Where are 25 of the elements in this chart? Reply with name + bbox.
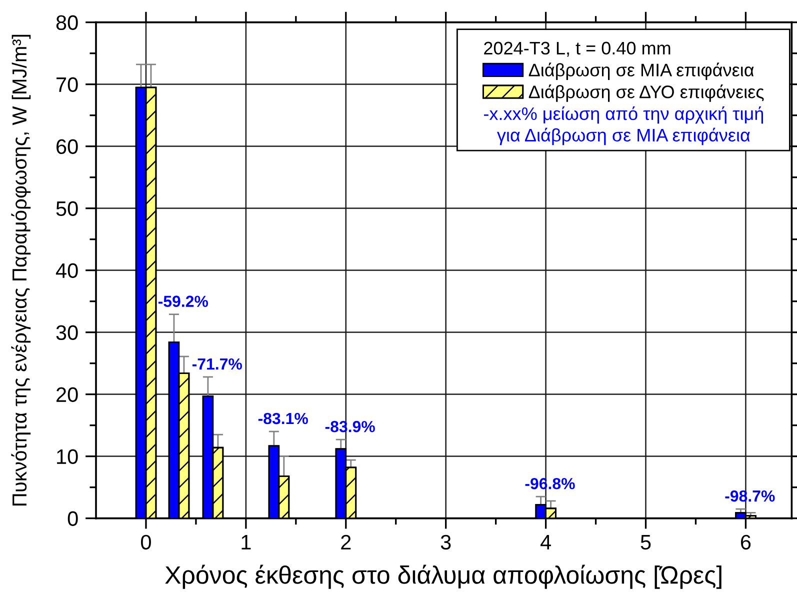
x-tick-label: 3: [440, 534, 451, 550]
legend-title: 2024-T3 L, t = 0.40 mm: [484, 42, 670, 57]
y-tick-label: 30: [56, 325, 78, 340]
x-tick-label: 4: [540, 535, 551, 550]
y-tick-label: 20: [56, 387, 78, 402]
y-tick-label: 50: [56, 201, 78, 216]
x-tick-label: 6: [740, 534, 751, 550]
annotation: -71.7%: [192, 358, 242, 370]
x-tick-label: 5: [640, 535, 651, 550]
annotation: -x.xx% μείωση από την αρχική τιμή για Διάβρωση σε ΜΙΑ επιφάνεια: [484, 106, 764, 146]
y-tick-label: 60: [56, 139, 78, 154]
legend-label: Διάβρωση σε ΔΥΟ επιφάνειες: [528, 84, 764, 102]
x-tick-label: 2: [341, 534, 351, 550]
y-tick-label: 70: [56, 77, 78, 92]
x-axis-title: Χρόνος έκθεσης στο διάλυμα αποφλοίωσης [Ώρες]: [165, 564, 722, 589]
x-tick-label: 0: [141, 534, 151, 550]
y-axis-title: Πυκνότητα της ενέργειας Παραμόρφωσης, W [MJ/m³]: [11, 34, 31, 506]
annotation: -59.2%: [158, 296, 208, 307]
y-tick-label: 10: [57, 449, 78, 464]
y-tick-label: 80: [56, 15, 78, 30]
annotation: -83.1%: [258, 412, 308, 424]
x-tick-label: 1: [242, 535, 251, 550]
y-tick-label: 40: [56, 263, 78, 278]
y-tick-label: 0: [68, 511, 78, 526]
legend-label: Διάβρωση σε ΜΙΑ επιφάνεια: [528, 62, 754, 80]
